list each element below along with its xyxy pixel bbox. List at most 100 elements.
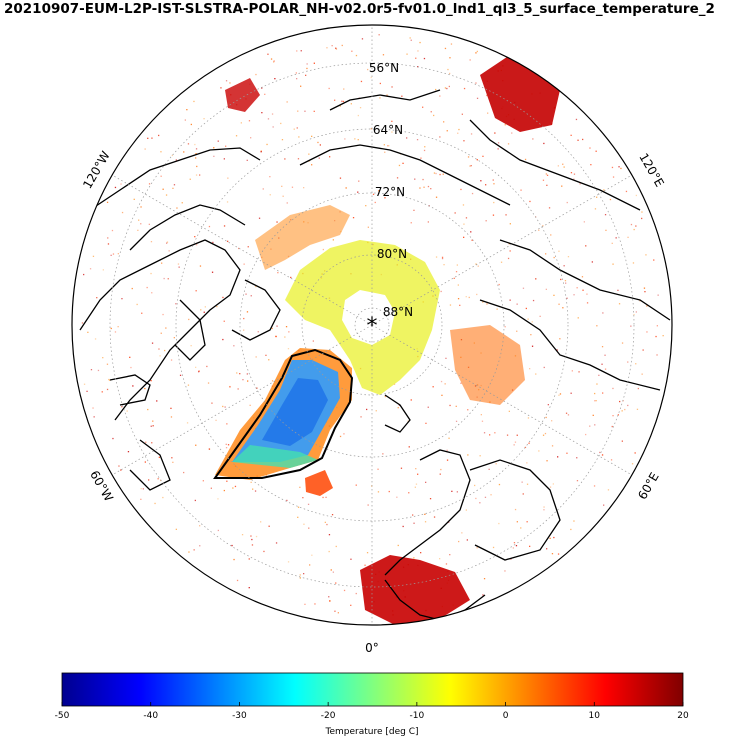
speckle-dot — [456, 491, 458, 493]
speckle-dot — [250, 295, 252, 297]
speckle-dot — [202, 480, 204, 482]
speckle-dot — [485, 184, 487, 186]
speckle-dot — [322, 496, 324, 499]
speckle-dot — [495, 463, 497, 465]
colorbar-ticks: -50 -40 -30 -20 -10 0 10 20 — [55, 702, 689, 721]
map-disk — [72, 25, 672, 625]
speckle-dot — [522, 493, 524, 495]
speckle-dot — [198, 371, 200, 373]
alaska-region — [225, 78, 260, 112]
greenland-ice-edge — [232, 445, 318, 468]
speckle-dot — [459, 304, 461, 306]
speckle-dot — [527, 417, 530, 419]
speckle-dot — [274, 78, 276, 80]
speckle-dot — [276, 221, 278, 223]
speckle-dot — [559, 338, 561, 340]
speckle-dot — [332, 239, 334, 241]
speckle-dot — [225, 447, 228, 449]
speckle-dot — [582, 289, 584, 291]
speckle-dot — [445, 563, 448, 565]
arctic-pole-hole — [342, 290, 395, 345]
speckle-dot — [427, 221, 429, 223]
speckle-dot — [211, 271, 214, 273]
speckle-dot — [275, 542, 278, 544]
speckle-dot — [223, 225, 226, 227]
speckle-dot — [379, 97, 381, 99]
speckle-dot — [225, 443, 227, 445]
speckle-dot — [276, 325, 278, 327]
speckle-dot — [542, 179, 545, 181]
speckle-dot — [624, 408, 626, 411]
speckle-dot — [420, 552, 422, 554]
speckle-dot — [183, 151, 185, 153]
speckle-dot — [382, 54, 385, 56]
speckle-dot — [162, 313, 164, 316]
speckle-dot — [325, 496, 327, 498]
speckle-dot — [538, 450, 540, 452]
speckle-dot — [547, 404, 549, 406]
speckle-dot — [234, 485, 237, 488]
speckle-dot — [212, 241, 214, 244]
speckle-dot — [475, 52, 477, 54]
speckle-dot — [417, 66, 419, 68]
speckle-dot — [337, 612, 339, 614]
colorbar-bar — [61, 672, 684, 707]
speckle-dot — [101, 391, 103, 393]
speckle-dot — [443, 264, 445, 266]
speckle-dot — [303, 187, 305, 189]
speckle-dot — [558, 250, 560, 252]
speckle-dot — [482, 155, 484, 157]
speckle-dot — [521, 481, 523, 483]
speckle-dot — [144, 148, 146, 150]
speckle-dot — [309, 564, 311, 566]
speckle-dot — [175, 303, 177, 305]
speckle-dot — [419, 41, 421, 44]
speckle-dot — [415, 483, 418, 485]
speckle-dot — [303, 523, 305, 525]
speckle-dot — [243, 263, 245, 265]
speckle-dot — [286, 101, 288, 103]
speckle-dot — [409, 37, 411, 39]
speckle-dot — [444, 87, 447, 89]
speckle-dot — [303, 573, 305, 575]
speckle-dot — [269, 176, 271, 178]
speckle-dot — [281, 139, 284, 141]
speckle-dot — [617, 289, 619, 291]
speckle-dot — [543, 142, 545, 145]
speckle-dot — [245, 293, 247, 295]
speckle-dot — [424, 146, 426, 148]
speckle-dot — [172, 187, 174, 189]
speckle-dot — [633, 314, 635, 316]
speckle-dot — [138, 219, 140, 221]
speckle-dot — [433, 114, 435, 117]
speckle-dot — [455, 420, 458, 422]
speckle-dot — [474, 484, 476, 487]
speckle-dot — [299, 486, 301, 488]
speckle-dot — [334, 99, 336, 101]
speckle-dot — [476, 547, 478, 549]
speckle-dot — [151, 292, 153, 294]
speckle-dot — [131, 287, 133, 290]
speckle-dot — [220, 87, 222, 89]
speckle-dot — [477, 265, 479, 267]
speckle-dot — [152, 425, 154, 427]
speckle-dot — [470, 231, 472, 233]
speckle-dot — [246, 159, 248, 161]
speckle-dot — [627, 404, 629, 407]
speckle-dot — [573, 178, 575, 180]
speckle-dot — [522, 287, 525, 289]
speckle-dot — [448, 85, 450, 88]
speckle-dot — [481, 420, 484, 422]
speckle-dot — [255, 285, 257, 288]
speckle-dot — [393, 383, 396, 385]
speckle-dot — [144, 387, 146, 390]
speckle-dot — [213, 155, 215, 157]
speckle-dot — [145, 441, 147, 443]
speckle-dot — [328, 596, 330, 598]
speckle-dot — [441, 257, 444, 260]
speckle-dot — [520, 189, 522, 191]
speckle-dot — [330, 569, 332, 571]
speckle-dot — [357, 139, 359, 141]
speckle-dot — [401, 95, 403, 97]
